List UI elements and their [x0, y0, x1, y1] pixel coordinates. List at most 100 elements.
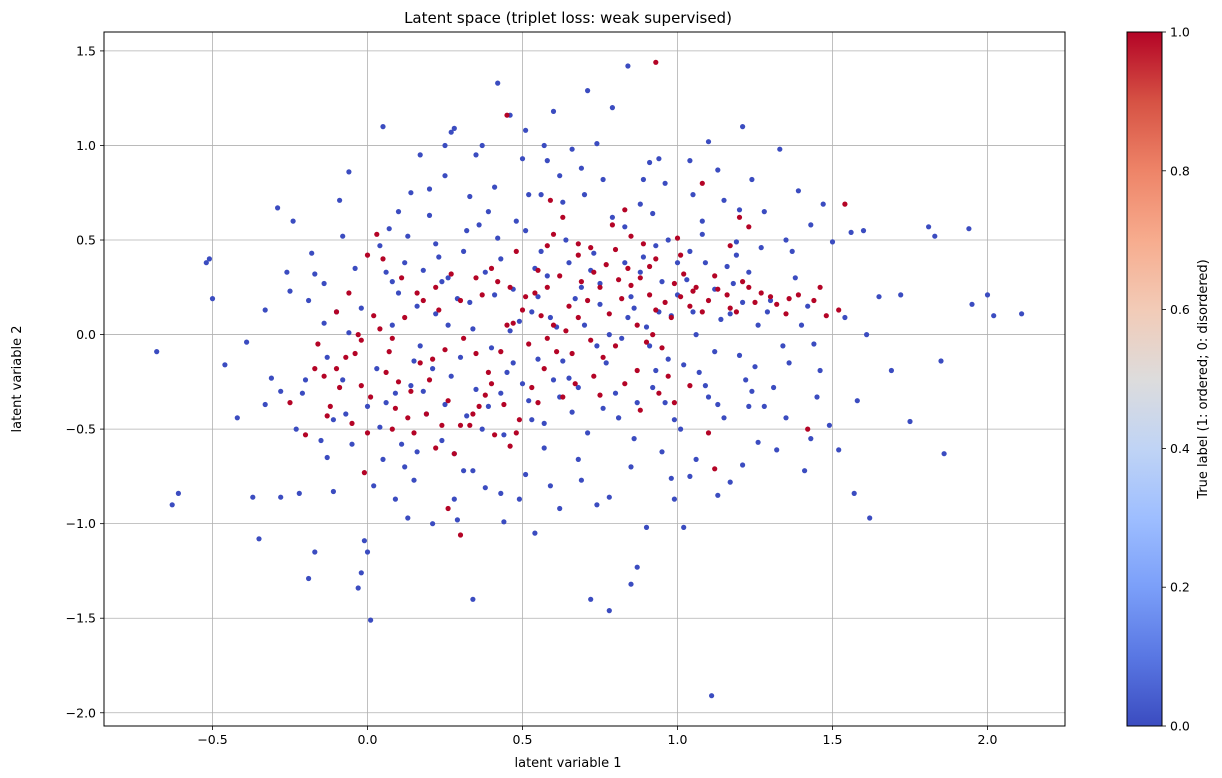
scatter-point: [541, 142, 547, 149]
scatter-point: [619, 296, 625, 302]
scatter-point: [659, 345, 665, 351]
scatter-point: [324, 354, 330, 360]
scatter-point: [361, 470, 367, 476]
scatter-point: [597, 284, 603, 290]
scatter-point: [755, 439, 761, 445]
series-0: [154, 63, 1025, 699]
scatter-point: [585, 297, 591, 304]
scatter-point: [628, 294, 634, 300]
scatter-point: [650, 332, 656, 338]
y-tick-label: 1.0: [76, 138, 96, 153]
scatter-point: [234, 415, 240, 421]
scatter-point: [402, 464, 408, 470]
scatter-point: [346, 169, 352, 175]
scatter-point: [492, 432, 498, 438]
scatter-point: [606, 332, 612, 338]
scatter-point: [309, 250, 315, 256]
scatter-point: [399, 441, 405, 447]
scatter-point: [709, 693, 715, 699]
scatter-point: [361, 538, 367, 544]
scatter-point: [386, 226, 392, 232]
x-axis-ticks: −0.5 0.0 0.5 1.0 1.5 2.0: [197, 726, 997, 747]
scatter-point: [445, 505, 451, 512]
scatter-point: [578, 165, 585, 171]
scatter-point: [439, 422, 445, 428]
scatter-point: [764, 309, 771, 315]
colorbar-tick-label: 0.8: [1170, 163, 1190, 178]
scatter-point: [817, 367, 823, 374]
scatter-point: [563, 328, 569, 334]
scatter-point: [727, 311, 733, 317]
scatter-point: [482, 269, 488, 275]
scatter-point: [693, 284, 699, 290]
scatter-point: [687, 383, 693, 389]
scatter-point: [650, 384, 656, 391]
scatter-point: [343, 354, 349, 360]
x-tick-label: 0.5: [513, 732, 533, 747]
scatter-point: [721, 197, 727, 203]
scatter-point: [513, 430, 519, 436]
scatter-point: [643, 339, 650, 345]
scatter-point: [433, 311, 439, 317]
scatter-point: [671, 417, 678, 423]
scatter-point: [445, 398, 451, 404]
scatter-point: [417, 343, 423, 349]
scatter-point: [746, 224, 752, 230]
scatter-point: [383, 400, 389, 406]
grid-lines: [104, 32, 1065, 726]
scatter-point: [262, 307, 268, 313]
scatter-point: [473, 386, 479, 392]
scatter-point: [681, 362, 687, 368]
scatter-point: [687, 303, 693, 309]
scatter-point: [371, 313, 377, 319]
scatter-point: [454, 517, 460, 523]
scatter-point: [575, 456, 581, 462]
scatter-point: [498, 349, 504, 355]
scatter-point: [321, 280, 327, 287]
scatter-point: [637, 275, 643, 281]
scatter-point: [383, 369, 389, 375]
scatter-point: [343, 411, 349, 417]
scatter-point: [408, 388, 414, 394]
scatter-point: [355, 332, 361, 338]
scatter-point: [244, 339, 250, 345]
scatter-point: [662, 299, 668, 305]
scatter-point: [510, 320, 516, 326]
scatter-point: [616, 415, 622, 421]
scatter-point: [758, 245, 764, 251]
scatter-point: [569, 146, 575, 152]
scatter-point: [529, 384, 535, 391]
scatter-point: [523, 471, 529, 478]
scatter-point: [380, 124, 386, 130]
scatter-point: [451, 125, 457, 131]
scatter-point: [374, 366, 380, 372]
chart-title: Latent space (triplet loss: weak supervi…: [404, 9, 732, 27]
scatter-point: [495, 279, 501, 285]
scatter-point: [464, 228, 470, 234]
scatter-point: [631, 305, 637, 311]
scatter-point: [169, 502, 175, 508]
scatter-point: [650, 210, 656, 217]
scatter-point: [395, 209, 402, 215]
scatter-point: [594, 502, 600, 508]
colorbar-tick-label: 0.4: [1170, 441, 1190, 456]
scatter-point: [485, 369, 491, 375]
scatter-point: [783, 415, 789, 421]
y-axis-label: latent variable 2: [10, 326, 25, 433]
scatter-point: [727, 305, 733, 311]
scatter-point: [740, 462, 746, 468]
scatter-point: [411, 358, 417, 364]
colorbar-tick-label: 0.2: [1170, 580, 1190, 595]
scatter-point: [337, 197, 343, 203]
scatter-point: [501, 401, 507, 408]
scatter-point: [560, 358, 566, 364]
scatter-point: [572, 381, 578, 387]
scatter-point: [557, 273, 563, 279]
scatter-point: [479, 426, 485, 432]
scatter-point: [783, 237, 789, 243]
scatter-point: [628, 581, 634, 587]
scatter-point: [724, 292, 730, 298]
scatter-point: [581, 322, 588, 328]
scatter-point: [470, 468, 476, 474]
scatter-point: [609, 105, 616, 111]
